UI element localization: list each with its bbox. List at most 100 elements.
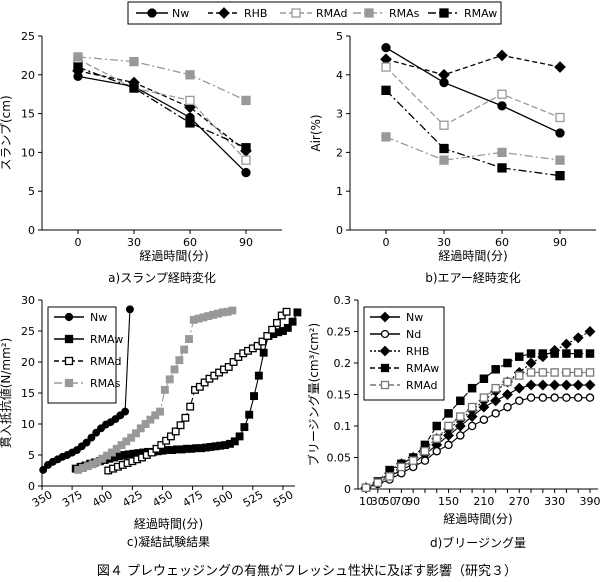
data-point (560, 338, 572, 350)
legend-marker (380, 380, 390, 390)
data-point (497, 163, 507, 173)
chart-caption: a)スランプ経時変化 (108, 270, 216, 285)
data-point (156, 407, 165, 416)
data-point (560, 379, 572, 391)
y-axis-label: 貫入抵抗値(N/mm²) (0, 338, 13, 449)
series-rmad (381, 62, 565, 130)
legend-marker (64, 356, 74, 366)
data-point (479, 415, 489, 424)
y-tick-label: 0.2 (334, 357, 352, 370)
data-point (526, 368, 536, 377)
x-tick-label: 30 (127, 236, 141, 249)
data-point (526, 349, 536, 358)
data-point (443, 430, 454, 441)
x-axis-label: 経過時間(分) (438, 249, 507, 263)
data-point (585, 368, 595, 377)
data-point (185, 70, 195, 80)
data-point (497, 89, 507, 99)
series-rhb (380, 49, 566, 81)
data-point (420, 446, 430, 456)
x-tick-label: 550 (271, 488, 296, 510)
y-axis-label: スランプ(cm) (0, 95, 13, 170)
series-rmad (73, 54, 251, 165)
x-tick-label: 50 (383, 495, 397, 508)
data-point (572, 332, 584, 344)
x-axis-label: 経過時間(分) (134, 517, 203, 531)
series-line (77, 70, 247, 152)
series-line (385, 136, 561, 161)
data-point (141, 420, 150, 428)
legend-marker (380, 363, 390, 373)
data-point (537, 379, 549, 391)
data-point (241, 143, 251, 153)
series-rmas (74, 306, 237, 474)
y-tick-label: 5 (28, 449, 35, 462)
x-tick-label: 450 (150, 488, 175, 510)
legend-marker (380, 329, 390, 339)
data-point (129, 83, 139, 93)
data-point (456, 396, 465, 406)
data-point (420, 456, 430, 465)
data-point (525, 379, 537, 391)
data-point (170, 365, 179, 374)
data-point (361, 483, 371, 492)
data-point (381, 42, 391, 53)
data-point (439, 120, 449, 130)
data-point (584, 326, 596, 337)
y-tick-label: 10 (21, 146, 35, 159)
x-tick-label: 270 (509, 495, 530, 508)
data-point (132, 429, 140, 438)
data-point (235, 432, 244, 441)
data-point (224, 363, 233, 371)
data-point (268, 325, 277, 334)
x-tick-label: 30 (371, 495, 385, 508)
data-point (491, 365, 500, 374)
legend-item: RMAd (370, 379, 437, 392)
top-legend-item: Nw (136, 7, 189, 20)
data-point (282, 307, 291, 316)
legend-marker (64, 334, 74, 344)
data-point (444, 440, 453, 450)
data-point (515, 371, 524, 380)
top-legend-marker (439, 8, 449, 18)
data-point (454, 420, 466, 432)
top-legend-marker (364, 8, 374, 18)
y-tick-label: 0 (28, 224, 35, 237)
y-tick-label: 0.15 (327, 389, 352, 402)
data-point (538, 368, 548, 377)
data-point (125, 305, 134, 314)
legend-item: RMAd (54, 355, 121, 368)
y-tick-label: 5 (336, 30, 343, 43)
top-legend-label: Nw (172, 7, 189, 20)
data-point (39, 465, 48, 474)
data-point (250, 392, 258, 401)
y-axis-label: Air(%) (309, 114, 323, 151)
data-point (381, 85, 391, 95)
legend-box (363, 306, 445, 401)
data-point (497, 147, 507, 158)
y-tick-label: 0 (344, 483, 351, 496)
legend-item: Nd (370, 328, 421, 341)
series-line (385, 54, 561, 76)
x-tick-label: 475 (181, 488, 206, 510)
data-point (230, 437, 239, 446)
data-point (162, 436, 171, 445)
top-legend-item: RHB (208, 7, 267, 20)
data-point (176, 421, 185, 430)
data-point (228, 306, 237, 315)
legend-item: RHB (370, 345, 429, 358)
top-legend-marker (291, 8, 301, 18)
legend-marker (379, 345, 391, 357)
x-tick-label: 90 (406, 495, 420, 508)
chart-caption: c)凝結試験結果 (127, 534, 210, 549)
top-legend-label: RMAd (316, 7, 347, 20)
x-tick-label: 400 (90, 488, 115, 510)
data-point (160, 385, 169, 394)
series-line (385, 89, 561, 177)
y-tick-label: 20 (21, 356, 35, 369)
data-point (181, 413, 190, 422)
data-point (554, 61, 566, 73)
data-point (408, 456, 418, 465)
